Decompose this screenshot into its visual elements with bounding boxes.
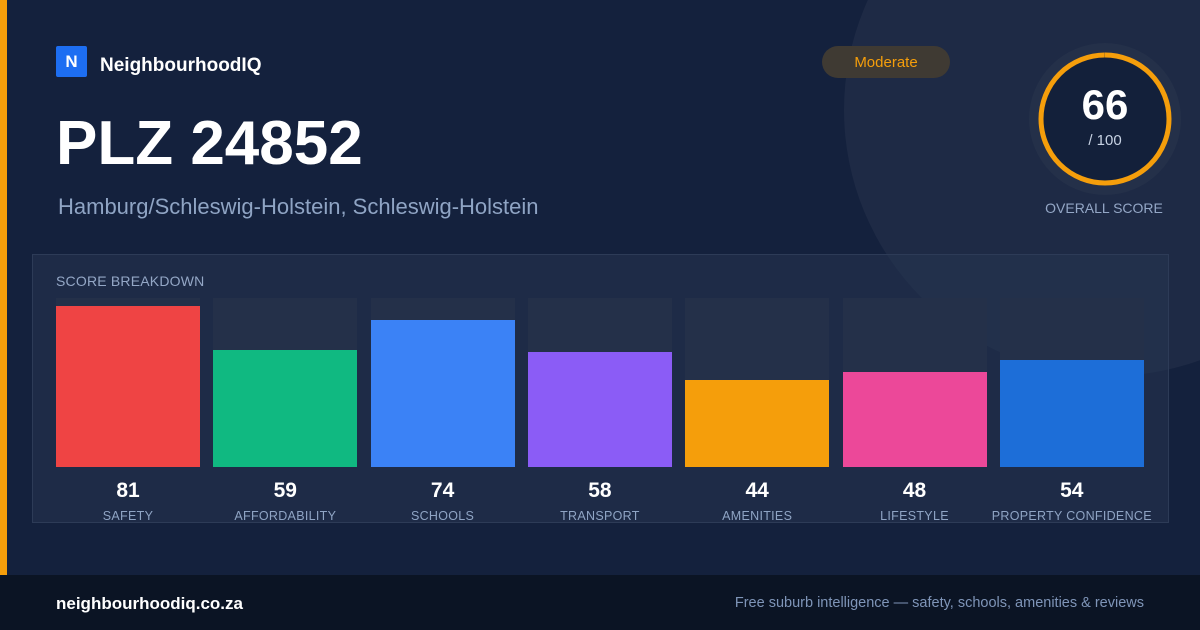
score-ring-graphic	[1029, 43, 1181, 195]
bar-label: SCHOOLS	[410, 509, 475, 523]
bar-label: LIFESTYLE	[880, 509, 949, 523]
bar-fill	[999, 360, 1144, 467]
bar-label: AFFORDABILITY	[234, 509, 337, 523]
overall-score-value: 66	[1081, 81, 1129, 128]
bar-value: 44	[745, 479, 769, 502]
rating-badge: Moderate	[822, 46, 950, 78]
bar-value: 58	[588, 479, 612, 502]
bar-label: TRANSPORT	[560, 509, 640, 523]
bar-value: 59	[273, 479, 297, 502]
bar-value: 74	[430, 479, 455, 502]
overall-score-ring: 66 / 100	[1028, 42, 1182, 196]
footer: neighbourhoodiq.co.za Free suburb intell…	[0, 575, 1200, 630]
score-ring-arc	[1038, 52, 1172, 186]
brand: N NeighbourhoodIQ	[56, 46, 261, 77]
bar-value: 54	[1060, 479, 1084, 502]
bar-fill	[370, 320, 515, 467]
brand-name: NeighbourhoodIQ	[100, 54, 262, 76]
bar-track	[213, 298, 358, 467]
bar-fill	[56, 306, 200, 467]
breakdown-title: SCORE BREAKDOWN	[56, 273, 205, 289]
location-subtitle: Hamburg/Schleswig-Holstein, Schleswig-Ho…	[58, 194, 539, 219]
accent-stripe	[0, 0, 7, 575]
footer-site-link[interactable]: neighbourhoodiq.co.za	[56, 594, 243, 613]
bar-track	[370, 298, 515, 467]
footer-tagline: Free suburb intelligence — safety, schoo…	[734, 595, 1144, 611]
bar-track	[685, 298, 830, 467]
bar-fill	[527, 352, 672, 467]
bar-value: 48	[902, 479, 927, 502]
bar-label: SAFETY	[102, 509, 154, 523]
overall-score-label: OVERALL SCORE	[1045, 200, 1163, 216]
bar-track	[842, 298, 987, 467]
bar-track	[56, 298, 200, 467]
bar-label: AMENITIES	[722, 509, 793, 523]
bar-label: PROPERTY CONFIDENCE	[991, 509, 1152, 523]
score-breakdown-panel: SCORE BREAKDOWN 81 SAFETY 59 AFFORDABILITY 7…	[32, 254, 1169, 523]
overall-score-max: / 100	[1088, 132, 1122, 149]
bar-track	[527, 298, 672, 467]
bar-fill	[213, 350, 358, 467]
brand-logo-icon: N	[56, 46, 87, 77]
bar-fill	[685, 380, 830, 467]
bar-fill	[842, 372, 987, 467]
bar-value: 81	[116, 479, 140, 502]
bar-track	[999, 298, 1144, 467]
page-title: PLZ 24852	[56, 109, 363, 178]
